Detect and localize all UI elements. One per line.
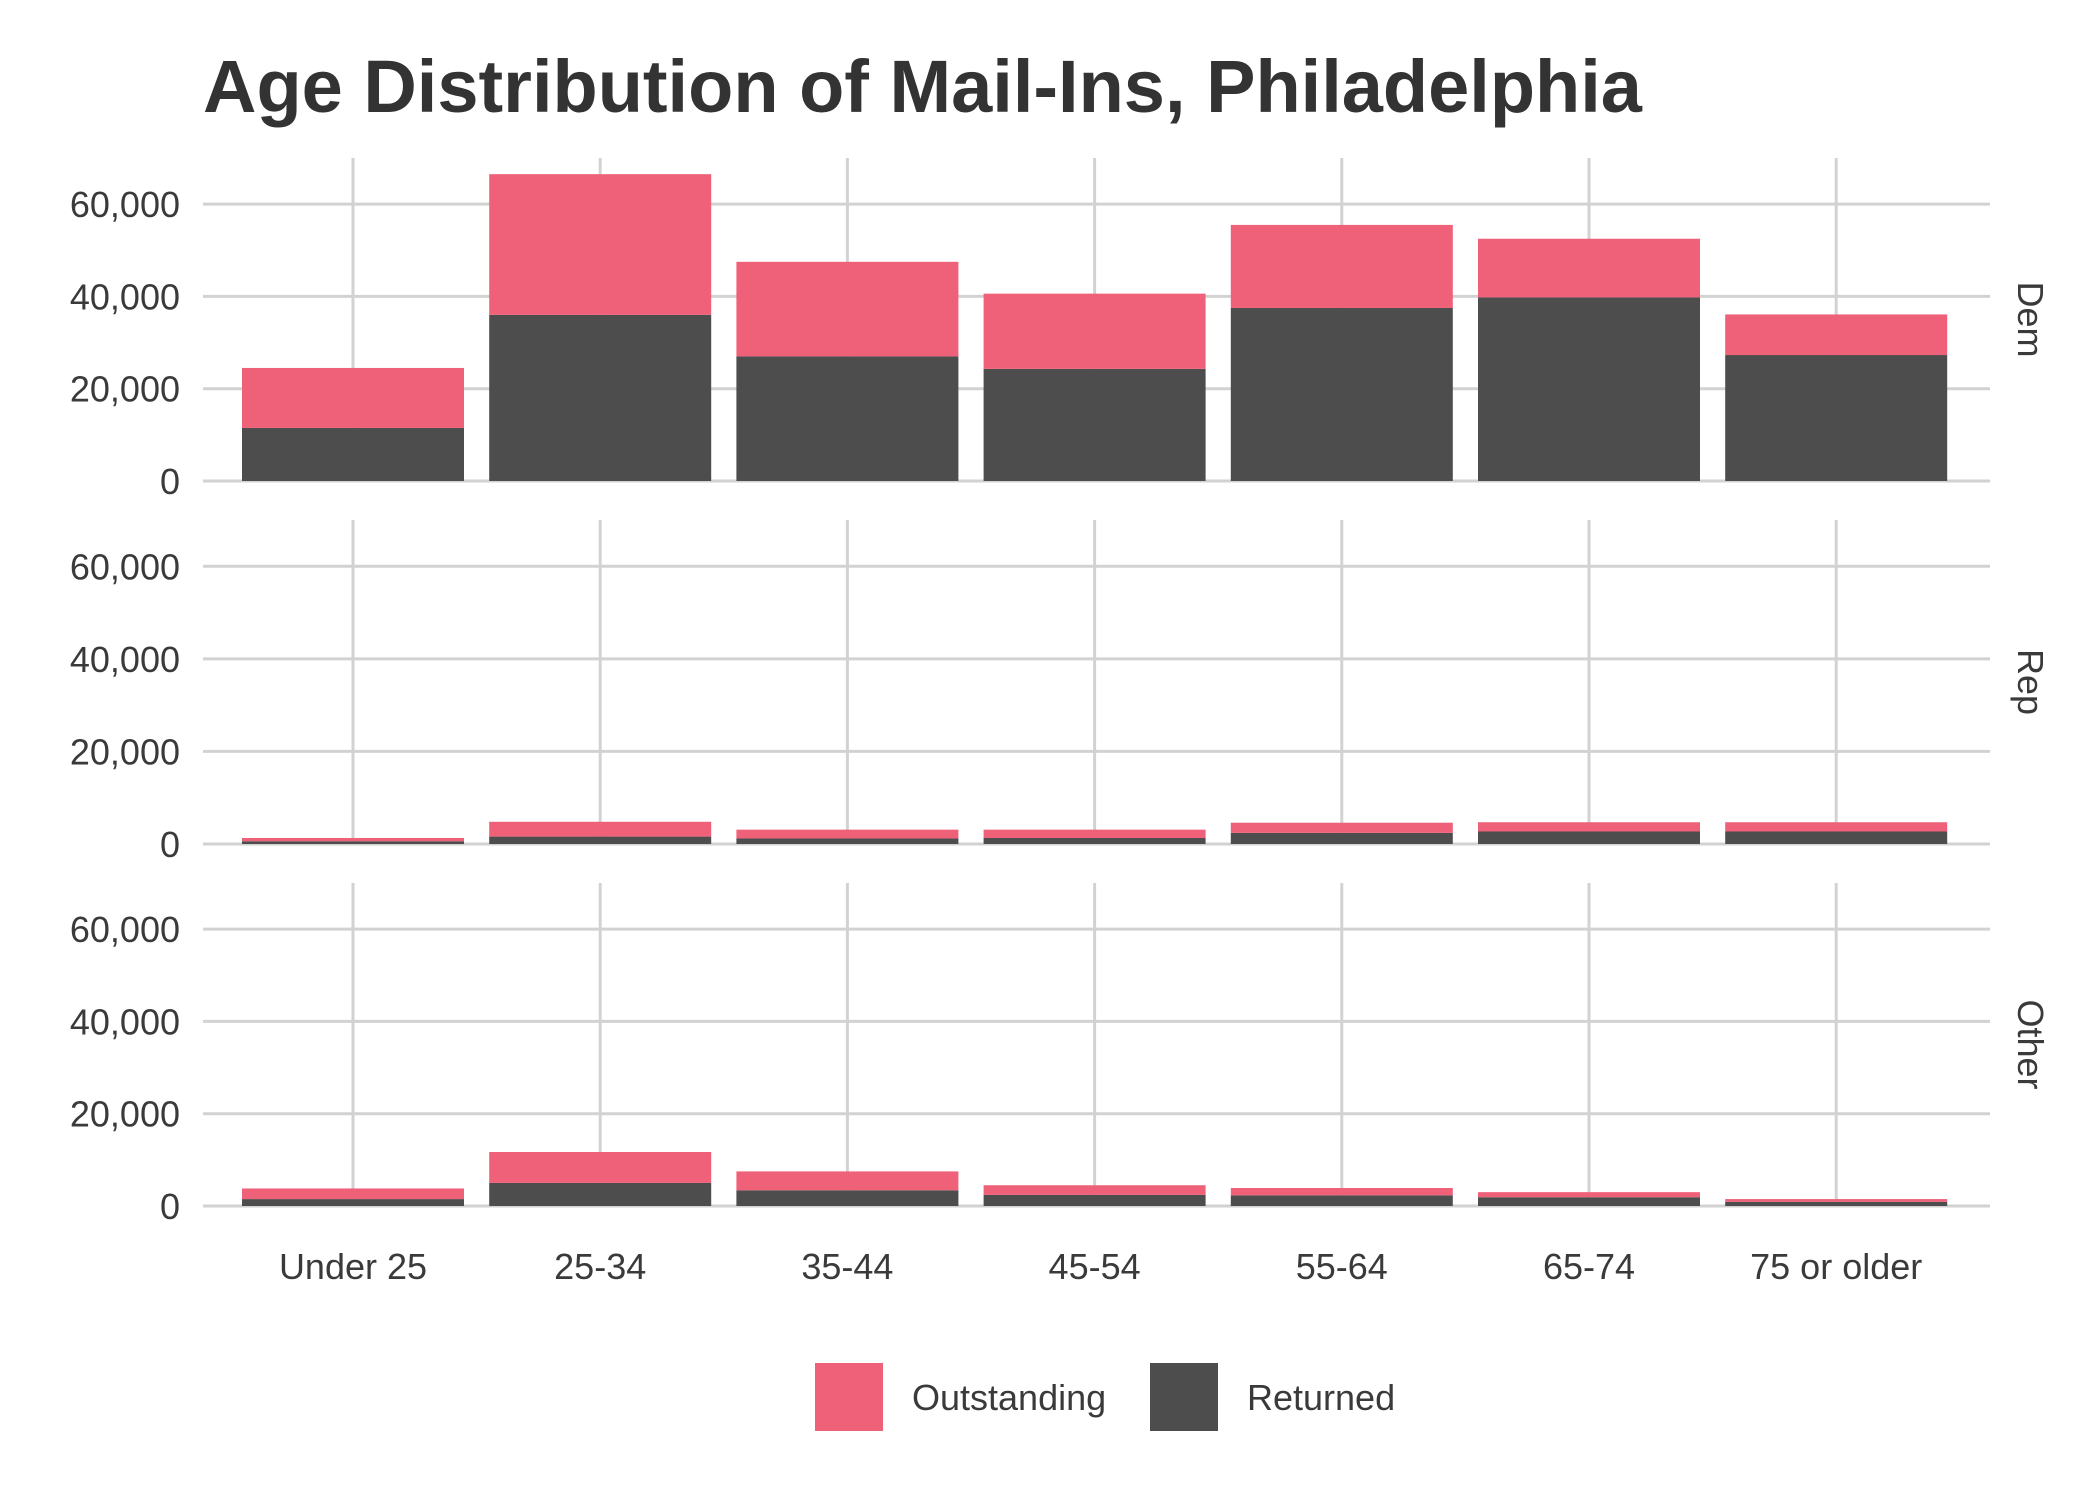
- facet-panel-rep: 0 20,000 40,000 60,000 Rep: [70, 520, 2051, 865]
- x-tick-label-65-74: 65-74: [1543, 1246, 1635, 1287]
- bar-outstanding-rep-75-or-older: [1725, 822, 1948, 832]
- bar-returned-dem-25-34: [489, 314, 712, 481]
- bar-returned-rep-55-64: [1230, 832, 1453, 844]
- bar-returned-dem-65-74: [1478, 297, 1700, 481]
- x-tick-label-under-25: Under 25: [279, 1246, 427, 1287]
- bar-returned-rep-45-54: [983, 837, 1206, 844]
- bar-outstanding-dem-65-74: [1478, 238, 1700, 298]
- legend: Outstanding Returned: [815, 1363, 1395, 1431]
- bar-returned-dem-under-25: [242, 427, 464, 481]
- y-tick-label: 20,000: [70, 369, 180, 410]
- y-tick-label: 40,000: [70, 1001, 180, 1042]
- y-tick-label: 40,000: [70, 639, 180, 680]
- bar-returned-other-65-74: [1478, 1197, 1700, 1206]
- bar-returned-dem-35-44: [736, 356, 959, 481]
- bar-returned-other-25-34: [489, 1182, 712, 1206]
- bar-returned-other-45-54: [983, 1194, 1206, 1206]
- x-tick-label-55-64: 55-64: [1296, 1246, 1388, 1287]
- y-tick-label: 0: [160, 1186, 180, 1227]
- bar-returned-rep-75-or-older: [1725, 831, 1948, 844]
- x-tick-label-45-54: 45-54: [1049, 1246, 1141, 1287]
- y-tick-label: 0: [160, 461, 180, 502]
- bar-outstanding-other-45-54: [983, 1185, 1206, 1195]
- bar-outstanding-other-75-or-older: [1725, 1199, 1948, 1202]
- bar-returned-other-75-or-older: [1725, 1201, 1948, 1206]
- legend-label-returned: Returned: [1247, 1377, 1395, 1418]
- x-axis: Under 25 25-34 35-44 45-54 55-64 65-74 75 or o…: [279, 1246, 1922, 1287]
- facet-label-other: Other: [2010, 999, 2051, 1089]
- bar-returned-rep-25-34: [489, 836, 712, 844]
- bar-outstanding-rep-25-34: [489, 821, 712, 837]
- bar-returned-other-under-25: [242, 1199, 464, 1206]
- bar-returned-other-55-64: [1230, 1195, 1453, 1206]
- x-tick-label-25-34: 25-34: [554, 1246, 646, 1287]
- bar-returned-dem-75-or-older: [1725, 355, 1948, 481]
- bar-outstanding-rep-35-44: [736, 829, 959, 839]
- bar-returned-rep-65-74: [1478, 831, 1700, 844]
- y-tick-label: 60,000: [70, 546, 180, 587]
- x-tick-label-35-44: 35-44: [801, 1246, 893, 1287]
- bar-outstanding-rep-65-74: [1478, 822, 1700, 832]
- bar-outstanding-other-65-74: [1478, 1192, 1700, 1198]
- y-tick-label: 60,000: [70, 184, 180, 225]
- y-tick-label: 20,000: [70, 731, 180, 772]
- bar-returned-dem-55-64: [1230, 307, 1453, 481]
- facet-label-dem: Dem: [2010, 281, 2051, 357]
- bar-outstanding-dem-45-54: [983, 293, 1206, 369]
- bar-outstanding-dem-25-34: [489, 174, 712, 315]
- bar-outstanding-rep-55-64: [1230, 822, 1453, 833]
- bar-outstanding-dem-55-64: [1230, 224, 1453, 308]
- bar-returned-other-35-44: [736, 1190, 959, 1206]
- bar-outstanding-other-25-34: [489, 1152, 712, 1183]
- y-tick-label: 60,000: [70, 909, 180, 950]
- facet-label-rep: Rep: [2010, 649, 2051, 715]
- bar-outstanding-other-under-25: [242, 1188, 464, 1200]
- bar-returned-rep-35-44: [736, 838, 959, 844]
- facet-panel-dem: 0 20,000 40,000 60,000 Dem: [70, 158, 2051, 502]
- bar-outstanding-rep-under-25: [242, 837, 464, 842]
- legend-swatch-outstanding: [815, 1363, 883, 1431]
- facet-panels: 0 20,000 40,000 60,000 Dem 0 20,000 40,000 60,00…: [70, 158, 2051, 1227]
- x-tick-label-75-or-older: 75 or older: [1750, 1246, 1922, 1287]
- bar-outstanding-rep-45-54: [983, 829, 1206, 838]
- bar-outstanding-dem-under-25: [242, 367, 464, 428]
- y-tick-label: 0: [160, 824, 180, 865]
- chart-title: Age Distribution of Mail-Ins, Philadelph…: [203, 45, 1643, 128]
- y-tick-label: 40,000: [70, 276, 180, 317]
- bar-outstanding-dem-35-44: [736, 261, 959, 357]
- facet-panel-other: 0 20,000 40,000 60,000 Other: [70, 883, 2051, 1227]
- legend-swatch-returned: [1150, 1363, 1218, 1431]
- bar-outstanding-other-55-64: [1230, 1188, 1453, 1196]
- y-tick-label: 20,000: [70, 1094, 180, 1135]
- bar-outstanding-dem-75-or-older: [1725, 314, 1948, 356]
- legend-label-outstanding: Outstanding: [912, 1377, 1106, 1418]
- bar-returned-dem-45-54: [983, 368, 1206, 481]
- bar-returned-rep-under-25: [242, 841, 464, 844]
- bar-outstanding-other-35-44: [736, 1171, 959, 1191]
